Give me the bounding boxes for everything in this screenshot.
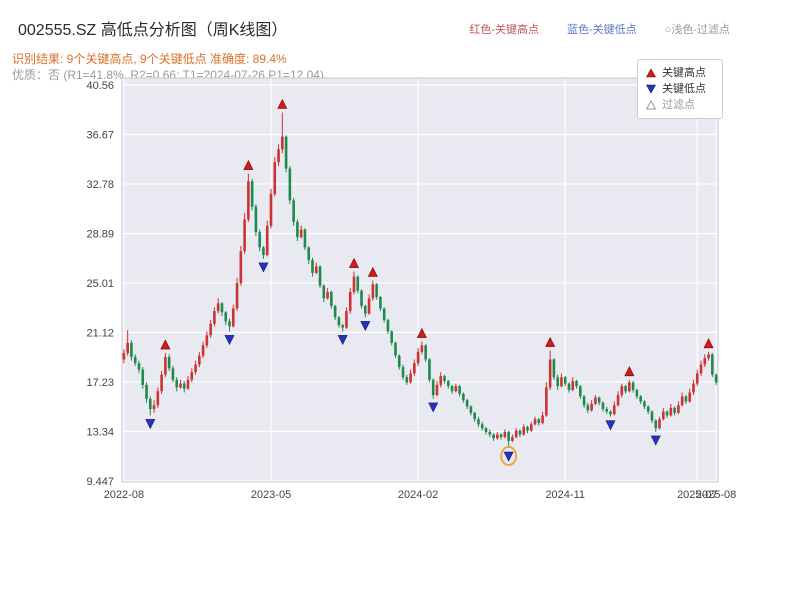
candles [122,112,718,449]
key-low-triangle-icon [646,84,656,94]
svg-text:2023-05: 2023-05 [251,489,291,501]
svg-text:32.78: 32.78 [86,179,114,191]
key-high-triangle-icon [646,68,656,78]
svg-text:21.12: 21.12 [86,327,114,339]
legend-item-key-high: 关键高点 [646,65,714,81]
header-legend-key-high: 红色-关键高点 [469,24,540,36]
header-legend-filter: ○浅色-过滤点 [664,24,730,36]
svg-text:2022-08: 2022-08 [104,489,144,501]
y-axis-labels: 40.56 36.67 32.78 28.89 25.01 21.12 17.23 13.34… [86,80,114,488]
svg-text:17.23: 17.23 [86,377,114,389]
legend-item-filter-point: 过滤点 [646,97,714,113]
svg-text:25.01: 25.01 [86,278,114,290]
legend-item-key-low: 关键低点 [646,81,714,97]
x-axis-labels: 2022-08 2023-05 2024-02 2024-11 2025-072025-… [104,489,737,501]
svg-text:2024-02: 2024-02 [398,489,438,501]
svg-text:28.89: 28.89 [86,229,114,241]
legend-label: 关键高点 [662,67,706,79]
svg-text:13.34: 13.34 [86,426,114,438]
chart-legend: 关键高点 关键低点 过滤点 [637,59,723,119]
key-high-markers [160,98,714,377]
recognition-result-line: 识别结果: 9个关键高点, 9个关键低点 准确度: 89.4% [12,52,287,66]
plot-border [121,77,719,483]
header-legend: 红色-关键高点 蓝色-关键低点 ○浅色-过滤点 [469,21,730,37]
svg-text:36.67: 36.67 [86,130,114,142]
legend-label: 过滤点 [662,99,695,111]
filter-point-triangle-icon [646,100,656,110]
svg-text:40.56: 40.56 [86,80,114,92]
gridlines [122,78,718,482]
plot-area [122,78,718,482]
highlight-circle [500,446,518,466]
svg-text:2025-07: 2025-07 [677,489,717,501]
key-low-markers [145,262,661,462]
page-title: 002555.SZ 高低点分析图（周K线图） [18,22,288,39]
legend-label: 关键低点 [662,83,706,95]
header-legend-key-low: 蓝色-关键低点 [567,24,637,36]
svg-text:2025-08: 2025-08 [696,489,736,501]
svg-text:2024-11: 2024-11 [545,489,585,501]
svg-text:9.447: 9.447 [86,476,114,488]
